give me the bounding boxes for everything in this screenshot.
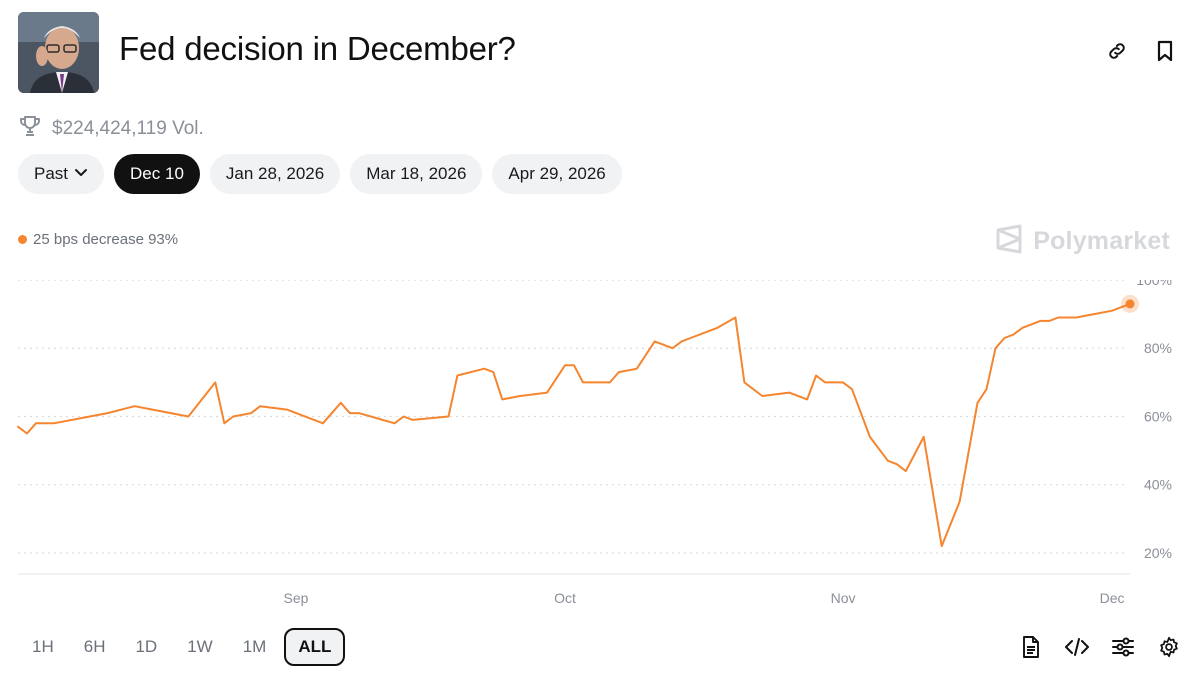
date-tabs: Past Dec 10 Jan 28, 2026 Mar 18, 2026 Ap… [18,154,622,194]
legend-dot [18,235,27,244]
x-tick-label: Sep [284,590,309,606]
y-tick-label: 60% [1144,408,1172,424]
tab-past[interactable]: Past [18,154,105,194]
x-tick-label: Oct [554,590,576,606]
y-tick-label: 100% [1136,280,1172,288]
volume-text: $224,424,119 Vol. [52,117,204,139]
range-1w[interactable]: 1W [175,628,225,666]
range-1d[interactable]: 1D [123,628,169,666]
tab-label: Mar 18, 2026 [366,164,467,183]
gear-icon[interactable] [1156,634,1182,660]
brand-watermark: Polymarket [995,224,1170,259]
last-point-marker [1125,299,1135,309]
range-label: 1W [187,637,213,656]
market-title: Fed decision in December? [119,30,516,67]
sliders-icon[interactable] [1110,634,1136,660]
chart-legend: 25 bps decrease 93% [18,231,178,248]
volume-row: $224,424,119 Vol. [18,114,204,143]
brand-name: Polymarket [1033,227,1170,255]
legend-label: 25 bps decrease 93% [33,231,179,248]
top-actions [1104,38,1178,64]
x-tick-label: Nov [831,590,856,606]
y-tick-label: 20% [1144,545,1172,561]
x-tick-label: Dec [1100,590,1125,606]
bookmark-icon[interactable] [1152,38,1178,64]
chevron-down-icon [74,164,88,184]
tab-label: Apr 29, 2026 [508,164,606,183]
tab-jan-28-2026[interactable]: Jan 28, 2026 [209,154,341,194]
market-avatar [18,12,99,93]
link-icon[interactable] [1104,38,1130,64]
range-label: 1D [135,637,158,656]
series-line-25-bps-decrease [17,302,1131,548]
price-chart[interactable]: 20% 40% 60% 80% 100% Sep Oct Nov Dec [0,280,1200,610]
range-label: 6H [83,637,106,656]
y-tick-label: 40% [1144,477,1172,493]
range-1h[interactable]: 1H [20,628,66,666]
range-6h[interactable]: 6H [72,628,118,666]
document-icon[interactable] [1018,634,1044,660]
polymarket-logo-icon [995,224,1023,259]
range-1m[interactable]: 1M [231,628,279,666]
tab-apr-29-2026[interactable]: Apr 29, 2026 [492,154,622,194]
time-range-selector: 1H 6H 1D 1W 1M ALL [20,628,346,666]
range-label: 1H [32,637,54,656]
range-label: ALL [298,637,332,656]
range-all[interactable]: ALL [284,628,346,666]
avatar-image [18,12,99,93]
tab-mar-18-2026[interactable]: Mar 18, 2026 [350,154,483,194]
code-icon[interactable] [1064,634,1090,660]
tab-dec-10[interactable]: Dec 10 [114,154,200,194]
tab-label: Jan 28, 2026 [225,164,325,183]
tab-past-label: Past [34,164,69,183]
tab-label: Dec 10 [130,164,184,183]
range-label: 1M [242,637,267,656]
chart-tools [1018,634,1182,660]
trophy-icon [18,114,42,143]
y-tick-label: 80% [1144,340,1172,356]
